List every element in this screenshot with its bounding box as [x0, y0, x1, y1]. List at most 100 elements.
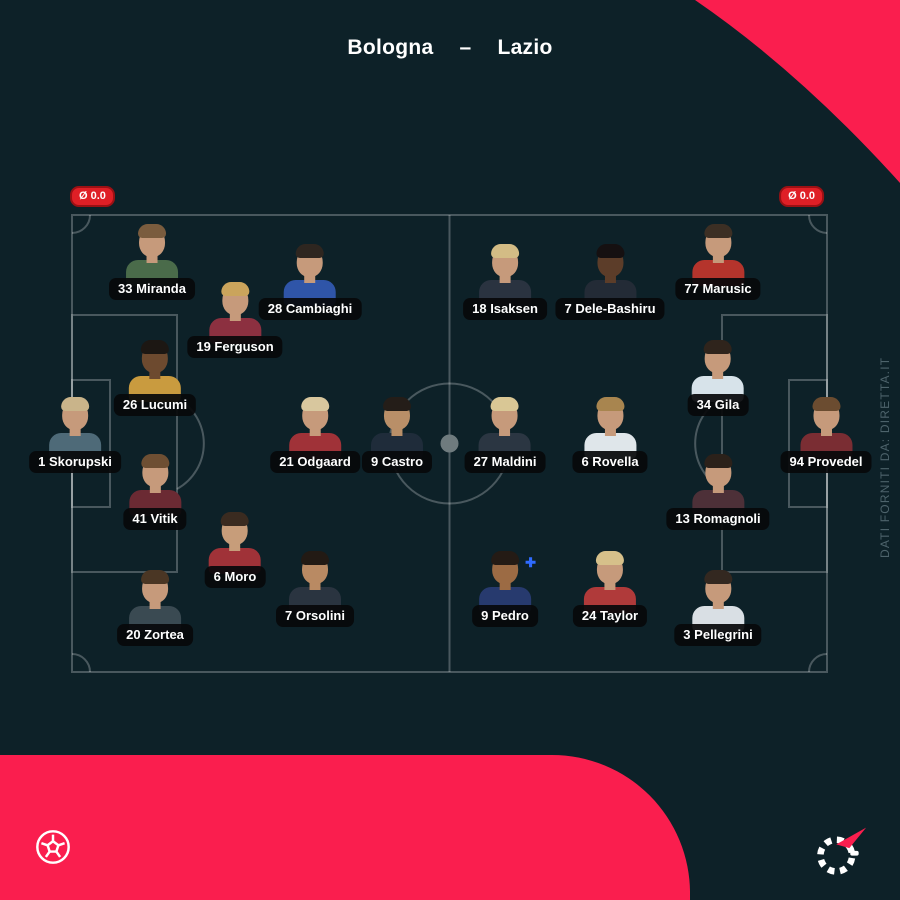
- player-photo: ✚: [799, 397, 853, 459]
- player-hair: [811, 397, 840, 411]
- corner-arc-tl: [71, 214, 91, 234]
- player-label: 7 Dele-Bashiru: [555, 298, 665, 320]
- player-gila[interactable]: ✚ 34 Gila: [687, 340, 749, 416]
- player-odgaard[interactable]: ✚ 21 Odgaard: [270, 397, 360, 473]
- corner-arc-br: [808, 653, 828, 673]
- player-number: 26: [122, 397, 138, 412]
- player-castro[interactable]: ✚ 9 Castro: [361, 397, 433, 473]
- player-photo: ✚: [478, 551, 536, 613]
- pink-corner-shape: [695, 0, 900, 183]
- player-taylor[interactable]: ✚ 24 Taylor: [572, 551, 648, 627]
- blue-plus-icon: ✚: [525, 555, 536, 570]
- player-photo: ✚: [128, 454, 182, 516]
- player-hair: [703, 570, 732, 584]
- player-hair: [220, 282, 249, 296]
- player-number: 28: [267, 301, 283, 316]
- player-number: 18: [472, 301, 487, 316]
- player-name: Romagnoli: [693, 511, 761, 526]
- player-number: 21: [279, 454, 294, 469]
- home-rating-badge: Ø 0.0: [70, 186, 115, 207]
- player-photo: ✚: [128, 340, 182, 402]
- diretta-logo-icon: [817, 827, 867, 875]
- player-name: Provedel: [807, 454, 863, 469]
- player-number: 34: [696, 397, 712, 412]
- player-name: Moro: [224, 569, 257, 584]
- player-maldini[interactable]: ✚ 27 Maldini: [464, 397, 546, 473]
- player-hair: [296, 244, 324, 258]
- player-moro[interactable]: ✚ 6 Moro: [204, 512, 266, 588]
- player-vitik[interactable]: ✚ 41 Vitik: [123, 454, 187, 530]
- player-marusic[interactable]: ✚ 77 Marusic: [675, 224, 761, 300]
- player-label: 24 Taylor: [572, 605, 648, 627]
- player-photo: ✚: [125, 224, 179, 286]
- player-name: Pedro: [492, 608, 529, 623]
- player-hair: [490, 244, 519, 258]
- player-label: 77 Marusic: [675, 278, 761, 300]
- player-label: 6 Rovella: [572, 451, 648, 473]
- player-name: Miranda: [136, 281, 186, 296]
- player-number: 9: [370, 454, 379, 469]
- player-number: 7: [285, 608, 293, 623]
- player-skorupski[interactable]: ✚ 1 Skorupski: [29, 397, 121, 473]
- player-name: Castro: [381, 454, 424, 469]
- player-photo: ✚: [583, 551, 637, 613]
- player-number: 13: [675, 511, 690, 526]
- soccer-ball-icon: [36, 830, 70, 864]
- player-number: 1: [38, 454, 46, 469]
- player-miranda[interactable]: ✚ 33 Miranda: [109, 224, 195, 300]
- player-name: Rovella: [592, 454, 639, 469]
- player-hair: [703, 454, 732, 468]
- player-label: 1 Skorupski: [29, 451, 121, 473]
- player-zortea[interactable]: ✚ 20 Zortea: [117, 570, 193, 646]
- player-label: 94 Provedel: [780, 451, 872, 473]
- player-photo: ✚: [583, 244, 637, 306]
- player-ferguson[interactable]: ✚ 19 Ferguson: [187, 282, 283, 358]
- player-number: 3: [683, 627, 691, 642]
- player-name: Lucumi: [140, 397, 188, 412]
- player-hair: [301, 397, 329, 411]
- player-hair: [703, 340, 732, 354]
- player-number: 77: [684, 281, 699, 296]
- player-label: 28 Cambiaghi: [258, 298, 362, 320]
- player-cambiaghi[interactable]: ✚ 28 Cambiaghi: [258, 244, 362, 320]
- player-romagnoli[interactable]: ✚ 13 Romagnoli: [666, 454, 770, 530]
- player-label: 9 Castro: [361, 451, 433, 473]
- player-label: 18 Isaksen: [463, 298, 547, 320]
- player-hair: [141, 454, 169, 468]
- player-provedel[interactable]: ✚ 94 Provedel: [780, 397, 872, 473]
- player-photo: ✚: [48, 397, 102, 459]
- player-orsolini[interactable]: ✚ 7 Orsolini: [276, 551, 354, 627]
- player-name: Maldini: [491, 454, 537, 469]
- player-label: 6 Moro: [204, 566, 266, 588]
- player-label: 41 Vitik: [123, 508, 187, 530]
- player-photo: ✚: [691, 224, 745, 286]
- player-name: Isaksen: [490, 301, 538, 316]
- match-title: Bologna – Lazio: [0, 0, 900, 96]
- player-name: Ferguson: [214, 339, 274, 354]
- player-name: Orsolini: [295, 608, 345, 623]
- player-label: 33 Miranda: [109, 278, 195, 300]
- player-rovella[interactable]: ✚ 6 Rovella: [572, 397, 648, 473]
- player-name: Dele-Bashiru: [575, 301, 656, 316]
- player-lucumi[interactable]: ✚ 26 Lucumi: [113, 340, 197, 416]
- player-dele-bashiru[interactable]: ✚ 7 Dele-Bashiru: [555, 244, 665, 320]
- player-pellegrini[interactable]: ✚ 3 Pellegrini: [674, 570, 762, 646]
- title-separator: –: [459, 36, 472, 59]
- player-pedro[interactable]: ✚ 9 Pedro: [472, 551, 538, 627]
- player-number: 27: [473, 454, 489, 469]
- player-name: Marusic: [702, 281, 752, 296]
- player-name: Gila: [714, 397, 740, 412]
- player-photo: ✚: [691, 340, 745, 402]
- player-photo: ✚: [478, 397, 532, 459]
- player-number: 6: [213, 569, 221, 584]
- player-label: 21 Odgaard: [270, 451, 360, 473]
- player-photo: ✚: [691, 454, 745, 516]
- player-hair: [596, 551, 624, 565]
- corner-arc-tr: [808, 214, 828, 234]
- player-isaksen[interactable]: ✚ 18 Isaksen: [463, 244, 547, 320]
- player-photo: ✚: [370, 397, 424, 459]
- player-label: 9 Pedro: [472, 605, 538, 627]
- player-number: 94: [789, 454, 804, 469]
- player-photo: ✚: [288, 397, 342, 459]
